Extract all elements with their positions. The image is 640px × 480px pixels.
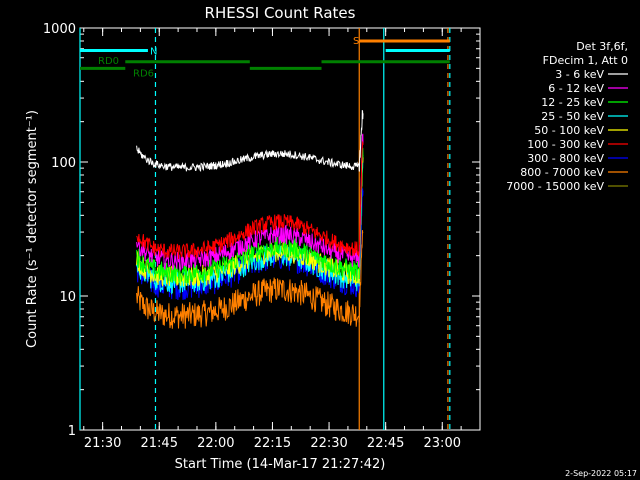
series-line — [136, 140, 364, 260]
legend-entry-label: 100 - 300 keV — [527, 138, 604, 151]
legend-entry-label: 50 - 100 keV — [534, 124, 604, 137]
y-axis-label: Count Rate (s⁻¹ detector segment⁻¹) — [25, 110, 40, 348]
legend-entry-label: 3 - 6 keV — [555, 68, 604, 81]
y-tick-label: 1 — [68, 424, 76, 439]
axes-ticks: 21:30 21:45 22:00 22:15 22:30 22:45 23:00 1 10 10… — [43, 22, 480, 451]
flag-label-rd6: RD6 — [133, 68, 154, 79]
y-tick-label: 100 — [51, 156, 76, 171]
flag-label-n: N — [150, 46, 157, 57]
x-tick-label: 22:45 — [367, 436, 404, 451]
y-tick-label: 1000 — [43, 22, 76, 37]
y-tick-label: 10 — [59, 290, 76, 305]
series-line — [136, 133, 364, 272]
legend-header: FDecim 1, Att 0 — [543, 54, 628, 67]
series-line — [136, 147, 364, 284]
plot-frame — [79, 27, 481, 431]
footer-timestamp: 2-Sep-2022 05:17 — [565, 469, 637, 478]
legend-entry-label: 12 - 25 keV — [541, 96, 604, 109]
legend-header: Det 3f,6f, — [576, 40, 628, 53]
x-tick-label: 22:15 — [254, 436, 291, 451]
legend-entry-label: 6 - 12 keV — [548, 82, 604, 95]
legend-entry-label: 300 - 800 keV — [527, 152, 604, 165]
series-lines — [136, 110, 364, 329]
x-tick-label: 21:45 — [141, 436, 178, 451]
flag-label-s: S — [353, 36, 359, 47]
chart-title: RHESSI Count Rates — [205, 4, 356, 22]
legend-entry-label: 7000 - 15000 keV — [506, 180, 604, 193]
x-tick-label: 21:30 — [84, 436, 121, 451]
x-tick-label: 22:00 — [197, 436, 234, 451]
series-line — [136, 230, 364, 329]
legend-entry-label: 25 - 50 keV — [541, 110, 604, 123]
x-tick-label: 23:00 — [424, 436, 461, 451]
x-axis-label: Start Time (14-Mar-17 21:27:42) — [175, 457, 386, 472]
series-line — [136, 110, 364, 172]
flag-bars: RD0 RD6 N S — [80, 36, 450, 79]
vertical-markers — [79, 28, 451, 430]
x-tick-label: 22:30 — [310, 436, 347, 451]
legend-entry-label: 800 - 7000 keV — [520, 166, 604, 179]
flag-label-rd0: RD0 — [98, 56, 119, 67]
